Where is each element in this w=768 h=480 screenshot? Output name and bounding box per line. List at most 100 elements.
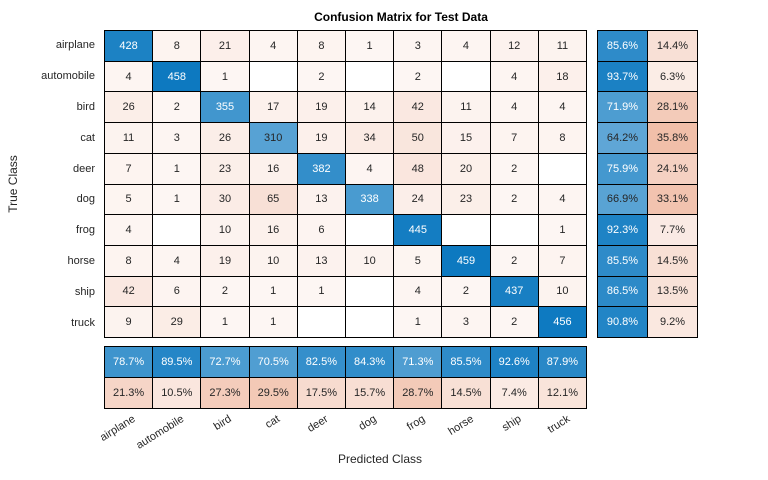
matrix-cell: 15 [442,123,491,154]
matrix-cell: 1 [153,184,202,216]
matrix-cell: 4 [105,61,154,93]
matrix-cell: 13 [297,245,346,277]
row-summary-cell: 13.5% [648,276,698,308]
matrix-cell: 23 [442,184,491,216]
row-label: automobile [41,70,95,83]
matrix-cell: 310 [249,123,298,154]
matrix-cell: 11 [442,92,491,124]
matrix-cell: 2 [490,184,539,216]
column-summary-cell: 27.3% [201,378,250,409]
matrix-cell [490,215,539,246]
row-summary-cell: 90.8% [598,307,648,338]
row-label: bird [76,100,95,113]
row-summary-grid: 85.6% 14.4% 93.7% 6.3% 71.9% 28.1% 64.2% 35.8% 7… [597,30,698,338]
column-label: frog [404,413,428,434]
column-summary-cell: 89.5% [153,347,202,378]
matrix-cell: 1 [153,153,202,185]
matrix-cell: 2 [442,276,491,308]
matrix-cell [249,61,298,93]
matrix-cell: 12 [490,31,539,62]
row-summary-cell: 24.1% [648,153,698,185]
matrix-cell: 4 [249,31,298,62]
column-summary-cell: 71.3% [394,347,443,378]
row-label: airplane [55,39,95,52]
matrix-cell: 3 [442,307,491,338]
column-summary-cell: 10.5% [153,378,202,409]
matrix-cell: 11 [105,123,154,154]
x-axis-label: Predicted Class [337,452,423,466]
matrix-cell [346,307,395,338]
column-summary-cell: 70.5% [249,347,298,378]
column-label: cat [263,413,283,431]
column-summary-cell: 14.5% [442,378,491,409]
matrix-cell: 4 [538,184,587,216]
column-label: horse [445,413,476,438]
matrix-cell: 437 [490,276,539,308]
column-summary-cell: 85.5% [442,347,491,378]
matrix-cell: 4 [538,92,587,124]
matrix-cell: 1 [249,276,298,308]
matrix-cell: 382 [297,153,346,185]
row-label: cat [80,131,95,144]
matrix-cell: 4 [490,92,539,124]
column-summary-cell: 7.4% [490,378,539,409]
matrix-cell: 458 [153,61,202,93]
column-label: airplane [97,413,138,444]
column-summary-cell: 84.3% [346,347,395,378]
matrix-cell: 4 [394,276,443,308]
matrix-cell: 338 [346,184,395,216]
matrix-cell: 24 [394,184,443,216]
row-label: frog [76,224,95,237]
matrix-cell: 7 [538,245,587,277]
row-label: truck [71,316,95,329]
matrix-cell: 42 [394,92,443,124]
row-label: ship [74,285,95,298]
matrix-cell: 13 [297,184,346,216]
column-label: truck [545,413,573,436]
matrix-cell: 30 [201,184,250,216]
row-summary-cell: 7.7% [648,215,698,246]
matrix-cell: 6 [153,276,202,308]
matrix-cell: 2 [490,153,539,185]
matrix-cell: 4 [442,31,491,62]
matrix-cell: 8 [105,245,154,277]
row-summary-cell: 92.3% [598,215,648,246]
row-label: deer [72,162,95,175]
matrix-cell: 4 [105,215,154,246]
matrix-cell: 1 [538,215,587,246]
matrix-cell: 10 [538,276,587,308]
matrix-cell: 3 [394,31,443,62]
matrix-cell: 42 [105,276,154,308]
row-summary-cell: 14.5% [648,245,698,277]
matrix-cell: 50 [394,123,443,154]
matrix-cell: 2 [490,245,539,277]
matrix-cell: 1 [394,307,443,338]
matrix-cell: 1 [201,61,250,93]
row-summary-cell: 64.2% [598,123,648,154]
matrix-cell: 5 [105,184,154,216]
row-summary-cell: 33.1% [648,184,698,216]
matrix-cell: 445 [394,215,443,246]
matrix-cell [346,215,395,246]
matrix-cell: 2 [153,92,202,124]
matrix-cell: 19 [297,92,346,124]
matrix-cell: 1 [201,307,250,338]
confusion-matrix-grid: 428 8 21 4 8 1 3 4 12 11 4 458 1 2 2 4 18 26 2 355 17 19 14 42 1… [104,30,587,338]
column-label: automobile [133,413,186,452]
matrix-cell: 3 [153,123,202,154]
row-summary-cell: 93.7% [598,61,648,93]
matrix-cell: 6 [297,215,346,246]
column-summary-cell: 21.3% [105,378,154,409]
matrix-cell: 18 [538,61,587,93]
row-label: dog [76,193,95,206]
matrix-cell: 355 [201,92,250,124]
matrix-cell: 428 [105,31,154,62]
matrix-cell: 29 [153,307,202,338]
column-summary-cell: 28.7% [394,378,443,409]
column-label: bird [212,413,235,433]
column-summary-cell: 15.7% [346,378,395,409]
row-summary-cell: 14.4% [648,31,698,62]
matrix-cell: 17 [249,92,298,124]
matrix-cell: 16 [249,153,298,185]
